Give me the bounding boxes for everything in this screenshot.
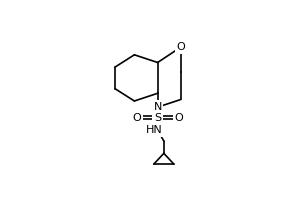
Text: O: O [176,42,185,52]
Text: HN: HN [146,125,163,135]
Text: S: S [154,113,161,123]
Text: O: O [174,113,183,123]
Text: O: O [132,113,141,123]
Text: N: N [153,102,162,112]
